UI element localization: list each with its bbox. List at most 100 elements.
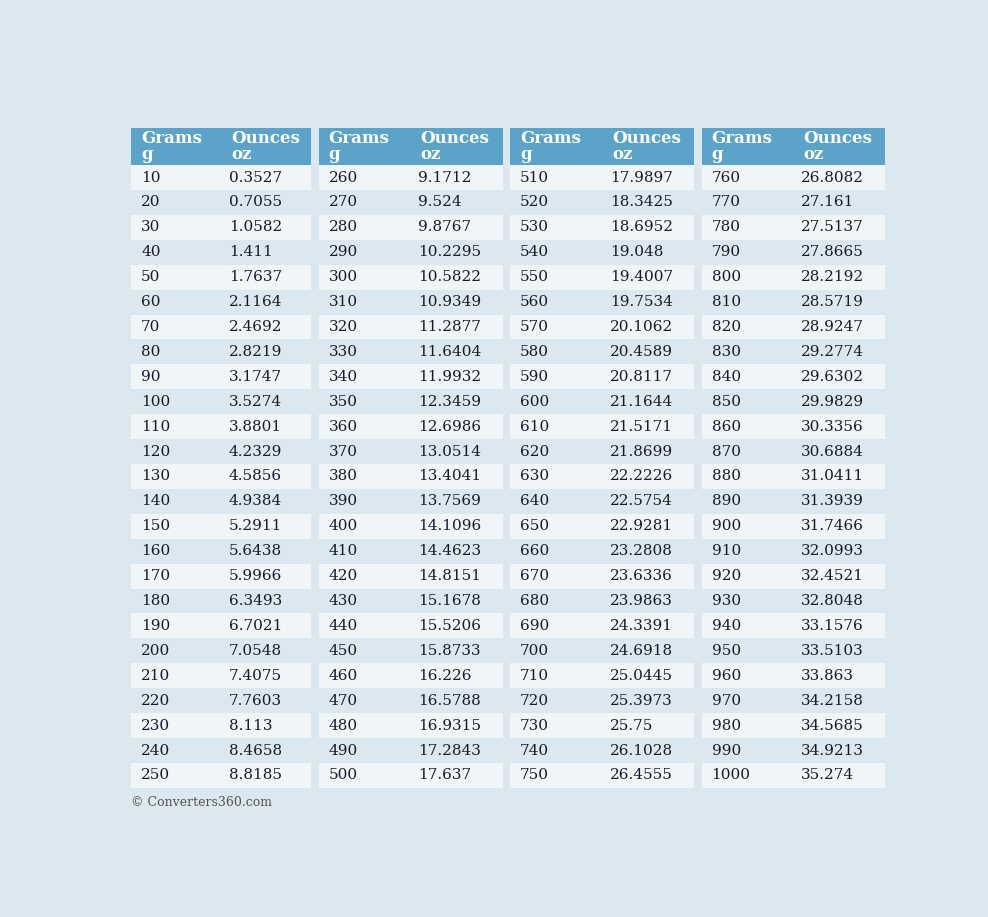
Text: 500: 500 bbox=[329, 768, 358, 782]
FancyBboxPatch shape bbox=[701, 339, 885, 364]
Text: 5.2911: 5.2911 bbox=[229, 519, 283, 534]
FancyBboxPatch shape bbox=[131, 240, 311, 265]
FancyBboxPatch shape bbox=[510, 127, 694, 165]
FancyBboxPatch shape bbox=[510, 190, 694, 215]
FancyBboxPatch shape bbox=[131, 390, 311, 414]
Text: 370: 370 bbox=[329, 445, 358, 458]
FancyBboxPatch shape bbox=[510, 489, 694, 514]
Text: 540: 540 bbox=[520, 245, 549, 260]
Text: 360: 360 bbox=[329, 420, 358, 434]
Text: 450: 450 bbox=[329, 644, 358, 657]
Text: © Converters360.com: © Converters360.com bbox=[131, 796, 272, 809]
FancyBboxPatch shape bbox=[510, 290, 694, 315]
Text: 630: 630 bbox=[520, 470, 549, 483]
FancyBboxPatch shape bbox=[510, 265, 694, 290]
Text: g: g bbox=[520, 146, 532, 163]
FancyBboxPatch shape bbox=[510, 240, 694, 265]
Text: 600: 600 bbox=[520, 394, 549, 409]
FancyBboxPatch shape bbox=[319, 315, 503, 339]
Text: 930: 930 bbox=[711, 594, 741, 608]
Text: 13.4041: 13.4041 bbox=[418, 470, 481, 483]
Text: Grams: Grams bbox=[329, 129, 389, 147]
FancyBboxPatch shape bbox=[510, 315, 694, 339]
Text: 12.3459: 12.3459 bbox=[418, 394, 481, 409]
Text: 0.7055: 0.7055 bbox=[229, 195, 282, 209]
FancyBboxPatch shape bbox=[131, 489, 311, 514]
Text: 340: 340 bbox=[329, 370, 358, 384]
Text: 10.2295: 10.2295 bbox=[418, 245, 481, 260]
Text: 470: 470 bbox=[329, 693, 358, 708]
FancyBboxPatch shape bbox=[131, 190, 311, 215]
Text: 21.5171: 21.5171 bbox=[610, 420, 673, 434]
Text: 210: 210 bbox=[141, 668, 170, 683]
Text: 40: 40 bbox=[141, 245, 161, 260]
Text: 33.5103: 33.5103 bbox=[801, 644, 864, 657]
FancyBboxPatch shape bbox=[131, 539, 311, 564]
Text: 9.524: 9.524 bbox=[418, 195, 462, 209]
Text: 3.8801: 3.8801 bbox=[229, 420, 282, 434]
Text: 15.5206: 15.5206 bbox=[418, 619, 481, 633]
Text: 25.3973: 25.3973 bbox=[610, 693, 673, 708]
FancyBboxPatch shape bbox=[319, 215, 503, 240]
Text: 13.7569: 13.7569 bbox=[418, 494, 481, 508]
FancyBboxPatch shape bbox=[319, 240, 503, 265]
FancyBboxPatch shape bbox=[131, 689, 311, 713]
Text: 690: 690 bbox=[520, 619, 549, 633]
Text: 18.6952: 18.6952 bbox=[610, 220, 673, 235]
FancyBboxPatch shape bbox=[131, 127, 311, 165]
FancyBboxPatch shape bbox=[701, 165, 885, 190]
Text: 610: 610 bbox=[520, 420, 549, 434]
Text: 3.5274: 3.5274 bbox=[229, 394, 282, 409]
Text: 670: 670 bbox=[520, 569, 549, 583]
Text: oz: oz bbox=[803, 146, 824, 163]
FancyBboxPatch shape bbox=[319, 514, 503, 539]
FancyBboxPatch shape bbox=[694, 127, 701, 788]
FancyBboxPatch shape bbox=[701, 763, 885, 788]
Text: 31.7466: 31.7466 bbox=[801, 519, 864, 534]
Text: 34.9213: 34.9213 bbox=[801, 744, 864, 757]
FancyBboxPatch shape bbox=[319, 190, 503, 215]
FancyBboxPatch shape bbox=[319, 127, 503, 165]
Text: 1000: 1000 bbox=[711, 768, 751, 782]
FancyBboxPatch shape bbox=[510, 663, 694, 689]
Text: 18.3425: 18.3425 bbox=[610, 195, 673, 209]
Text: 28.2192: 28.2192 bbox=[801, 271, 864, 284]
FancyBboxPatch shape bbox=[131, 613, 311, 638]
Text: 4.5856: 4.5856 bbox=[229, 470, 282, 483]
Text: 30.3356: 30.3356 bbox=[801, 420, 864, 434]
FancyBboxPatch shape bbox=[319, 290, 503, 315]
Text: oz: oz bbox=[421, 146, 441, 163]
FancyBboxPatch shape bbox=[319, 489, 503, 514]
Text: 650: 650 bbox=[520, 519, 549, 534]
Text: 28.5719: 28.5719 bbox=[801, 295, 864, 309]
Text: 10.9349: 10.9349 bbox=[418, 295, 481, 309]
Text: 960: 960 bbox=[711, 668, 741, 683]
Text: 970: 970 bbox=[711, 693, 741, 708]
Text: 1.7637: 1.7637 bbox=[229, 271, 282, 284]
FancyBboxPatch shape bbox=[319, 165, 503, 190]
Text: 16.226: 16.226 bbox=[418, 668, 472, 683]
FancyBboxPatch shape bbox=[319, 564, 503, 589]
Text: 32.4521: 32.4521 bbox=[801, 569, 864, 583]
Text: 160: 160 bbox=[141, 544, 170, 558]
Text: 620: 620 bbox=[520, 445, 549, 458]
FancyBboxPatch shape bbox=[701, 613, 885, 638]
Text: 34.2158: 34.2158 bbox=[801, 693, 864, 708]
Text: 26.8082: 26.8082 bbox=[801, 171, 864, 184]
Text: 32.0993: 32.0993 bbox=[801, 544, 864, 558]
Text: Grams: Grams bbox=[520, 129, 581, 147]
Text: 840: 840 bbox=[711, 370, 741, 384]
Text: 440: 440 bbox=[329, 619, 358, 633]
FancyBboxPatch shape bbox=[510, 514, 694, 539]
Text: 17.637: 17.637 bbox=[418, 768, 471, 782]
Text: 400: 400 bbox=[329, 519, 358, 534]
FancyBboxPatch shape bbox=[319, 439, 503, 464]
Text: 800: 800 bbox=[711, 271, 741, 284]
Text: 16.5788: 16.5788 bbox=[418, 693, 481, 708]
Text: 140: 140 bbox=[141, 494, 170, 508]
FancyBboxPatch shape bbox=[701, 315, 885, 339]
FancyBboxPatch shape bbox=[510, 763, 694, 788]
Text: 550: 550 bbox=[520, 271, 549, 284]
Text: 21.1644: 21.1644 bbox=[610, 394, 673, 409]
Text: 740: 740 bbox=[520, 744, 549, 757]
